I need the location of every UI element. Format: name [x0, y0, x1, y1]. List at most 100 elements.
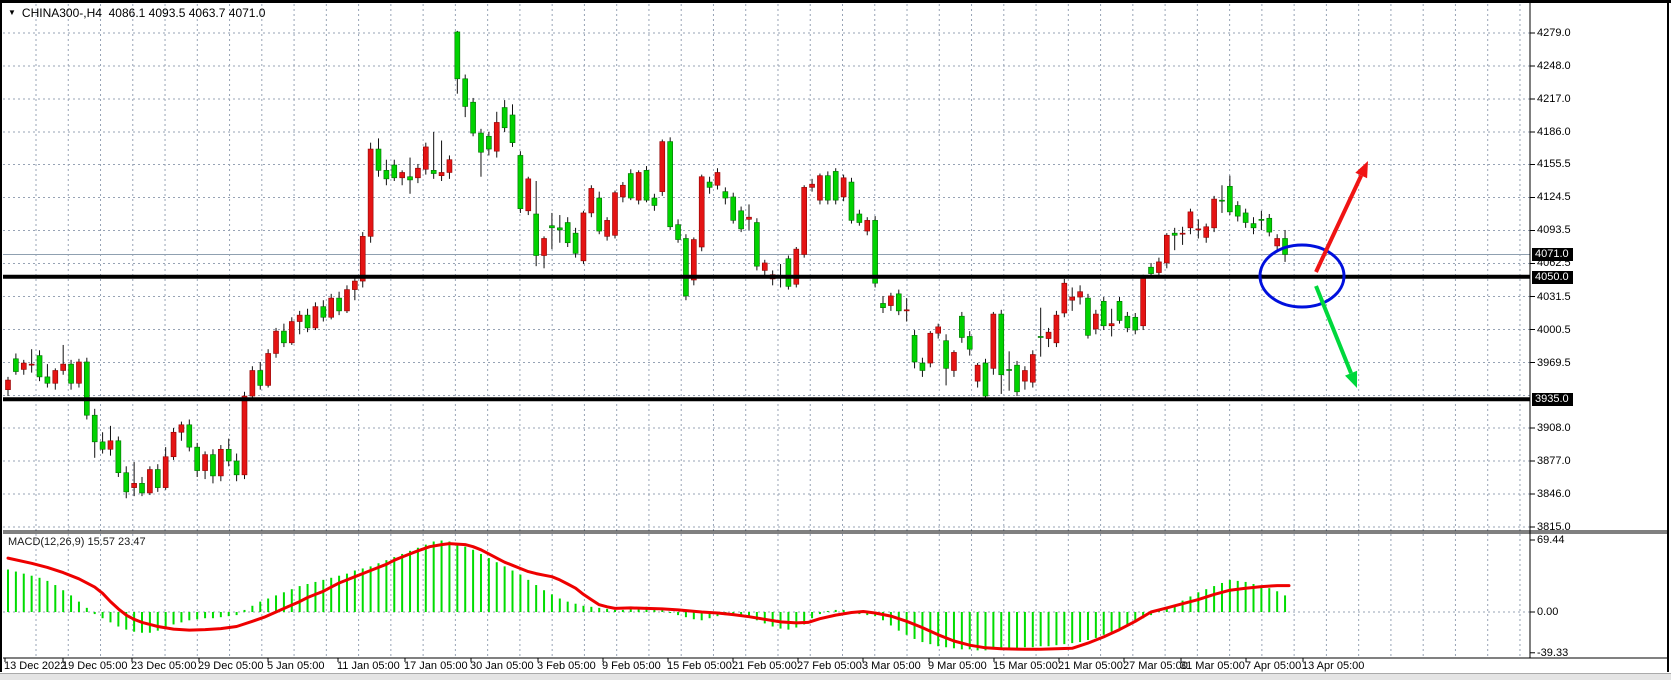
bear-candle — [1085, 297, 1091, 336]
bear-candle — [1171, 232, 1178, 236]
bullish-arrow-annotation[interactable] — [1314, 161, 1368, 273]
price-tick-label: 4279.0 — [1537, 27, 1571, 39]
bear-candle — [683, 238, 689, 297]
bull-candle — [1069, 296, 1076, 301]
bull-candle — [1029, 354, 1036, 383]
bull-candle — [107, 440, 114, 450]
bear-candle — [667, 141, 673, 228]
bear-candle — [880, 303, 886, 308]
bear-candle — [1006, 369, 1012, 371]
bull-candle — [801, 187, 807, 255]
bear-candle — [391, 164, 398, 179]
bear-candle — [13, 358, 19, 372]
price-tick-label: 4217.0 — [1537, 93, 1571, 105]
bull-candle — [1179, 232, 1186, 235]
bull-candle — [328, 297, 335, 318]
price-tick-label: 3969.5 — [1537, 356, 1571, 369]
time-tick-label: 23 Dec 05:00 — [131, 660, 197, 672]
ohlc-open: 4086.1 — [108, 6, 146, 20]
time-tick-label: 21 Mar 05:00 — [1058, 660, 1123, 672]
bear-candle — [572, 232, 579, 254]
bear-candle — [856, 213, 863, 223]
macd-signal-line — [6, 542, 1291, 651]
bull-candle — [1195, 228, 1202, 231]
bear-candle — [1219, 199, 1225, 202]
bear-candle — [832, 171, 839, 201]
bull-candle — [1156, 261, 1162, 273]
bull-candle — [620, 184, 626, 198]
price-tick-label: 4186.0 — [1537, 126, 1571, 138]
bull-candle — [761, 262, 768, 271]
bull-candle — [659, 141, 666, 192]
axis-ticks — [4, 32, 1535, 662]
macd-indicator-label: MACD(12,26,9) 15.57 23.47 — [8, 536, 146, 548]
time-tick-label: 31 Mar 05:00 — [1180, 660, 1245, 672]
price-tick-label: 4155.5 — [1537, 158, 1571, 171]
bull-candle — [1140, 276, 1146, 327]
price-tick-label: 4248.0 — [1537, 60, 1571, 72]
bear-candle — [1258, 219, 1265, 221]
bull-candle — [1108, 323, 1115, 327]
bull-candle — [493, 122, 500, 152]
macd-tick-label: 0.00 — [1537, 606, 1559, 618]
bear-candle — [486, 135, 492, 150]
bear-candle — [643, 170, 650, 201]
bearish-arrow-annotation[interactable] — [1314, 285, 1358, 388]
bull-candle — [612, 192, 618, 236]
bull-candle — [218, 448, 224, 477]
bear-candle — [706, 181, 713, 188]
bull-candle — [793, 248, 800, 285]
bear-candle — [281, 330, 287, 344]
window-left-border — [0, 0, 2, 672]
bear-candle — [675, 224, 681, 240]
bull-candle — [202, 454, 208, 471]
time-tick-label: 13 Apr 05:00 — [1302, 660, 1365, 672]
time-tick-label: 29 Dec 05:00 — [198, 660, 264, 672]
bear-candle — [375, 148, 382, 171]
price-tick-label: 4124.5 — [1537, 191, 1571, 204]
bull-candle — [367, 148, 374, 237]
bull-candle — [296, 314, 303, 322]
symbol-dropdown-icon[interactable]: ▼ — [8, 8, 16, 17]
macd-tick-label: 69.44 — [1537, 533, 1565, 546]
bull-candle — [265, 353, 271, 386]
bear-candle — [872, 220, 878, 284]
bear-candle — [564, 222, 571, 244]
bottom-strip — [0, 673, 1671, 680]
bull-candle — [131, 483, 137, 488]
window-top-border — [0, 0, 1671, 3]
trend-ellipse-annotation[interactable] — [1258, 243, 1346, 309]
bear-candle — [99, 441, 106, 450]
price-tag-4050.0: 4050.0 — [1532, 270, 1573, 284]
bull-candle — [1061, 282, 1068, 314]
bull-candle — [399, 172, 405, 179]
bear-candle — [462, 78, 469, 107]
panel-borders — [3, 3, 1667, 659]
time-tick-label: 19 Dec 05:00 — [62, 660, 128, 672]
bear-candle — [982, 362, 989, 397]
price-tick-label: 4000.5 — [1537, 323, 1571, 336]
bear-candle — [549, 225, 555, 229]
bear-candle — [533, 213, 539, 256]
bull-candle — [974, 364, 981, 382]
time-tick-label: 9 Mar 05:00 — [928, 660, 987, 672]
bear-candle — [154, 469, 161, 488]
bull-candle — [951, 352, 957, 371]
bull-candle — [20, 362, 27, 370]
bear-candle — [1234, 205, 1241, 217]
bear-candle — [91, 414, 98, 443]
bear-candle — [407, 176, 413, 181]
bear-candle — [336, 297, 342, 312]
bull-candle — [746, 216, 752, 220]
bear-candle — [36, 355, 43, 378]
bear-candle — [966, 336, 973, 350]
bear-candle — [430, 170, 437, 174]
bear-candle — [998, 313, 1005, 376]
bear-candle — [825, 175, 831, 201]
bull-candle — [809, 183, 815, 188]
bull-candle — [288, 321, 295, 344]
bull-candle — [60, 363, 66, 371]
bull-candle — [28, 363, 35, 366]
ohlc-close: 4071.0 — [228, 6, 266, 20]
